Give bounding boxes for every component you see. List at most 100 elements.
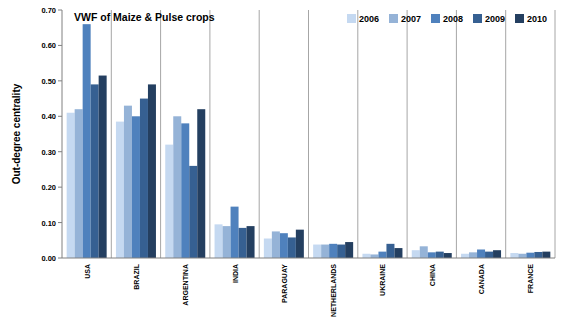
bar <box>181 123 189 258</box>
y-tick <box>58 80 62 81</box>
bar <box>461 254 469 258</box>
y-axis <box>62 10 63 258</box>
separator <box>555 10 556 258</box>
y-tick-label: 0.30 <box>41 148 56 157</box>
x-tick-label: FRANCE <box>527 264 534 293</box>
bar <box>280 233 288 258</box>
bar <box>99 76 107 258</box>
x-tick-label: UKRAINE <box>379 264 386 296</box>
legend: 2006 2007 2008 2009 2010 <box>347 14 547 24</box>
separator <box>308 10 309 258</box>
bar <box>420 246 428 258</box>
bar <box>264 239 272 258</box>
bar <box>67 113 75 258</box>
y-tick <box>58 187 62 188</box>
y-tick-label: 0.20 <box>41 183 56 192</box>
y-tick <box>58 258 62 259</box>
x-tick-label: INDIA <box>232 264 239 283</box>
legend-label: 2009 <box>485 14 505 24</box>
legend-swatch <box>515 14 524 23</box>
y-tick-label: 0.40 <box>41 112 56 121</box>
x-tick-label: NETHERLANDS <box>330 264 337 317</box>
separator <box>160 10 161 258</box>
separator <box>456 10 457 258</box>
bar <box>518 254 526 258</box>
bar <box>329 244 337 258</box>
bar <box>436 252 444 258</box>
bar <box>223 226 231 258</box>
separator <box>505 10 506 258</box>
x-tick-label: ARGENTINA <box>182 264 189 306</box>
legend-swatch <box>347 14 356 23</box>
separator <box>407 10 408 258</box>
bar <box>215 224 223 258</box>
y-tick <box>58 151 62 152</box>
bar <box>124 106 132 258</box>
bar <box>444 253 452 258</box>
bar <box>165 145 173 258</box>
y-tick-label: 0.50 <box>41 77 56 86</box>
bar <box>189 166 197 258</box>
y-tick <box>58 116 62 117</box>
x-tick-label: BRAZIL <box>133 263 140 289</box>
x-tick-label: CHINA <box>429 264 436 286</box>
y-tick-label: 0.60 <box>41 41 56 50</box>
y-tick <box>58 45 62 46</box>
bar <box>337 245 345 258</box>
legend-label: 2008 <box>443 14 463 24</box>
bar <box>477 249 485 258</box>
bar <box>173 116 181 258</box>
bar <box>485 252 493 258</box>
legend-swatch <box>473 14 482 23</box>
legend-swatch <box>431 14 440 23</box>
bar <box>239 228 247 258</box>
y-tick-label: 0.10 <box>41 219 56 228</box>
separator <box>259 10 260 258</box>
bar <box>148 84 156 258</box>
bar <box>510 253 518 258</box>
bar <box>296 230 304 258</box>
bar <box>345 242 353 258</box>
separator <box>357 10 358 258</box>
legend-swatch <box>389 14 398 23</box>
bar <box>91 84 99 258</box>
y-tick-label: 0.00 <box>41 254 56 263</box>
bar <box>526 253 534 258</box>
y-axis-label: Out-degree centrality <box>11 83 22 184</box>
bar <box>542 252 550 258</box>
bar <box>288 237 296 258</box>
y-tick <box>58 222 62 223</box>
bar <box>378 252 386 258</box>
y-tick <box>58 10 62 11</box>
bar <box>493 250 501 258</box>
bar <box>132 116 140 258</box>
bar <box>469 252 477 258</box>
bar <box>386 244 394 258</box>
bar <box>321 245 329 258</box>
bar <box>370 254 378 258</box>
bar <box>83 24 91 258</box>
bar <box>272 231 280 258</box>
x-axis <box>62 258 555 259</box>
x-tick-label: USA <box>84 264 91 279</box>
bar <box>231 207 239 258</box>
legend-label: 2010 <box>527 14 547 24</box>
bar <box>394 248 402 258</box>
chart: 0.00 0.10 0.20 0.30 0.40 0.50 0.60 0.70 USA BRAZI… <box>0 0 567 323</box>
bar <box>412 250 420 258</box>
x-tick-label: PARAGUAY <box>281 264 288 303</box>
bar <box>534 252 542 258</box>
bar <box>428 252 436 258</box>
separator <box>209 10 210 258</box>
legend-label: 2006 <box>359 14 379 24</box>
bar <box>140 99 148 258</box>
bar <box>313 245 321 258</box>
legend-label: 2007 <box>401 14 421 24</box>
bar <box>247 226 255 258</box>
bar <box>75 109 83 258</box>
x-tick-label: CANADA <box>478 264 485 294</box>
bar <box>116 122 124 258</box>
bar <box>197 109 205 258</box>
y-tick-label: 0.70 <box>41 6 56 15</box>
title: VWF of Maize & Pulse crops <box>74 11 215 23</box>
